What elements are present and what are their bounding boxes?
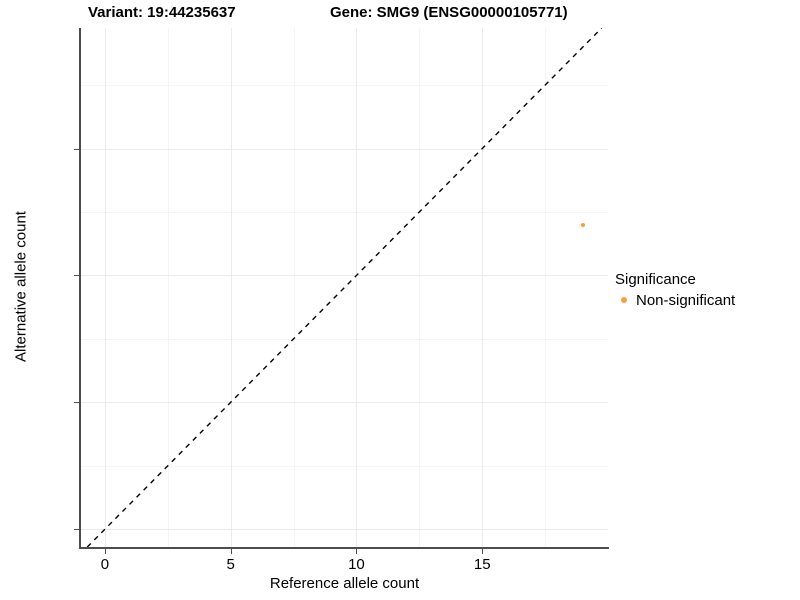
x-tick-mark [104,549,106,554]
data-point[interactable] [580,222,585,227]
y-axis-title: Alternative allele count [12,211,30,362]
legend-dot-icon [621,297,627,303]
legend-items: Non-significant [615,291,795,309]
gridline-minor-vertical [167,28,169,547]
y-tick-mark [74,275,79,277]
x-tick-mark [356,549,358,554]
gridline-minor-horizontal [81,465,608,467]
variant-title: Variant: 19:44235637 [88,4,236,21]
gridline-major-vertical [482,28,484,547]
plot-panel [81,28,608,547]
x-tick-label: 5 [226,556,235,573]
x-tick-mark [482,549,484,554]
gridline-major-horizontal [81,148,608,150]
x-tick-label: 0 [100,556,110,573]
gridline-major-vertical [104,28,106,547]
y-tick-mark [74,529,79,531]
gene-title: Gene: SMG9 (ENSG00000105771) [330,4,568,21]
identity-reference-line [86,28,603,547]
y-tick-mark [74,402,79,404]
legend-item-label: Non-significant [636,291,736,309]
legend-item[interactable]: Non-significant [615,291,795,309]
y-tick-mark [74,148,79,150]
x-axis-line [79,547,609,549]
figure-title-row: Variant: 19:44235637 Gene: SMG9 (ENSG000… [0,2,800,26]
x-tick-label: 10 [348,556,365,573]
gridline-major-horizontal [81,402,608,404]
gridline-minor-horizontal [81,211,608,213]
x-tick-mark [230,549,232,554]
gridline-minor-vertical [545,28,547,547]
gridline-major-horizontal [81,529,608,531]
y-axis-line [79,28,81,549]
x-tick-label: 15 [473,556,491,573]
legend-key [615,291,633,309]
gridline-minor-vertical [293,28,295,547]
gridline-major-horizontal [81,275,608,277]
legend-title: Significance [615,271,696,288]
gridline-minor-horizontal [81,338,608,340]
gridline-major-vertical [356,28,358,547]
legend: Significance Non-significant [615,271,795,309]
x-axis-title: Reference allele count [269,575,420,592]
gridline-minor-vertical [419,28,421,547]
gridline-major-vertical [230,28,232,547]
abline-dashed-segment [86,28,603,547]
gridline-minor-horizontal [81,85,608,87]
